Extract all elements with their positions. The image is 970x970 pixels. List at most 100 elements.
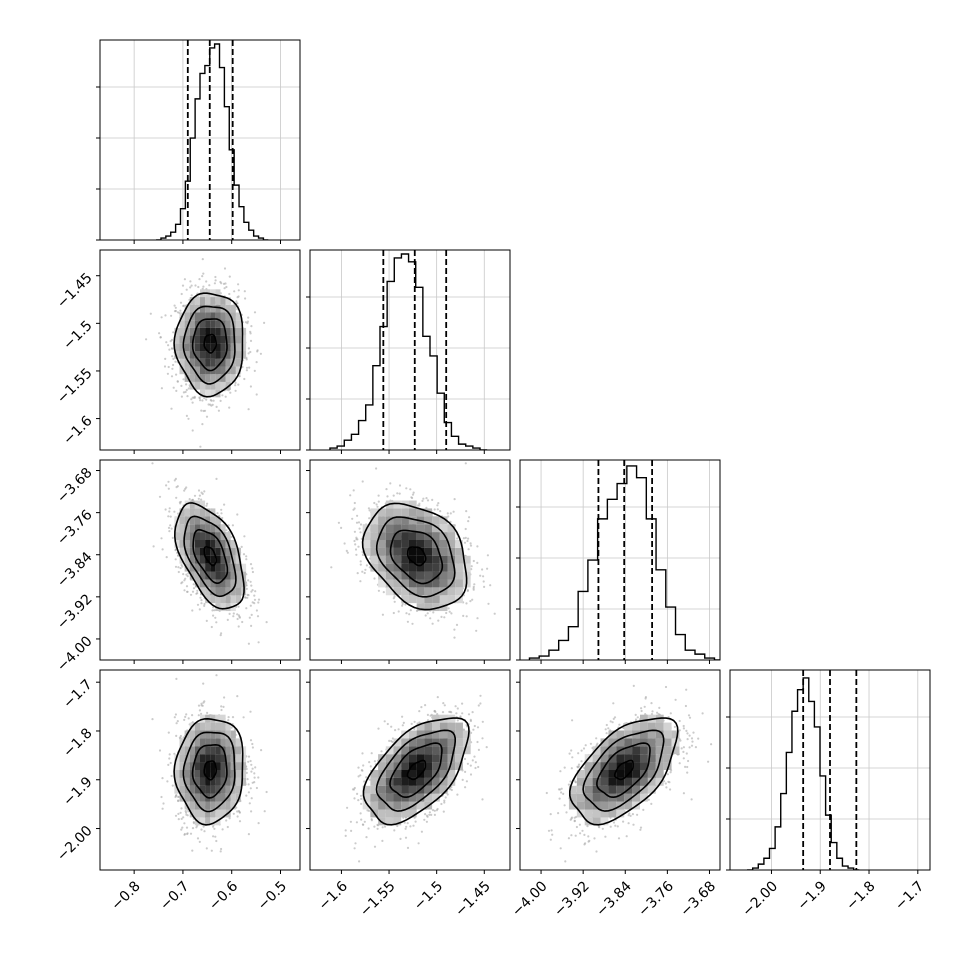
density-cell [200,500,206,509]
scatter-point [200,602,203,605]
scatter-point [183,589,186,592]
density-cell [235,595,241,604]
scatter-point [246,596,249,599]
density-cell [401,508,409,517]
density-cell [225,304,231,313]
scatter-point [257,601,260,604]
density-cell [194,540,200,548]
density-cell [408,555,417,564]
scatter-point [227,524,230,527]
density-cell [416,532,425,540]
contour-line [173,292,244,398]
scatter-point [355,456,357,458]
density-cell [220,595,226,604]
scatter-point [230,535,233,539]
density-cell [205,358,211,367]
scatter-point [236,513,239,516]
density-cell [174,351,180,359]
density-cell [200,351,206,359]
scatter-point [172,357,175,360]
density-cell [215,343,221,352]
density-cell [220,587,226,596]
scatter-point [367,507,370,510]
scatter-point [177,566,180,569]
density-cell [220,366,226,375]
density-cell [179,508,185,517]
density-cell [194,351,200,359]
scatter-point [349,494,352,497]
density-cell [205,389,211,398]
density-cell [215,297,221,305]
scatter-point [214,616,217,619]
density-cell [194,297,200,305]
scatter-point [212,606,215,609]
scatter-point [447,607,450,610]
scatter-point [151,718,154,721]
scatter-point [201,275,204,278]
scatter-point [476,561,479,565]
scatter-point [203,490,206,493]
density-cell [447,524,456,533]
density-cell [424,587,433,596]
density-cell [189,516,195,525]
scatter-point [210,399,213,402]
scatter-point [216,512,219,515]
density-cell [235,335,241,344]
density-cell [205,320,211,328]
scatter-point [170,375,174,378]
scatter-point [243,535,246,538]
density-cell [362,532,371,540]
density-cell [210,358,216,367]
density-cell [189,508,195,517]
scatter-point [215,477,218,480]
scatter-point [198,840,201,844]
density-cell [200,587,206,596]
scatter-point [253,598,257,601]
density-cell [378,563,386,572]
scatter-point [404,603,407,606]
scatter-point [158,495,162,498]
density-cell [432,555,440,564]
density-cell [215,335,221,344]
scatter-point [185,573,188,576]
density-cell [455,547,463,556]
density-cell [416,563,425,572]
scatter-point [381,613,384,616]
density-cell [439,516,448,525]
density-cell [424,524,433,533]
density-cell [230,595,236,604]
scatter-point [203,602,206,606]
y-tick-label: −4.00 [54,633,96,675]
scatter-point [224,395,227,398]
density-cell [210,327,216,336]
density-cell [370,516,379,525]
scatter-point [421,499,424,502]
density-cell [210,595,216,604]
density-cell [179,547,185,556]
scatter-point [343,542,346,545]
density-cell [205,587,211,596]
scatter-point [210,625,213,629]
scatter-point [249,350,252,354]
density-cell [200,508,206,517]
density-cell [220,358,226,367]
density-cell [220,335,226,344]
scatter-point [410,496,413,499]
density-cell [416,587,425,596]
scatter-point [465,510,468,513]
scatter-point [202,272,205,275]
density-cell [447,532,456,540]
scatter-point [398,484,402,487]
density-cell [385,547,394,556]
scatter-point [249,385,252,388]
scatter-point [247,352,250,355]
density-cell [200,335,206,344]
density-cell [235,320,241,328]
density-cell [240,351,247,359]
scatter-point [253,369,256,372]
scatter-point [386,495,389,498]
density-cell [416,603,425,612]
density-cell [184,327,190,336]
contour-line [191,318,228,372]
density-cell [215,304,221,313]
